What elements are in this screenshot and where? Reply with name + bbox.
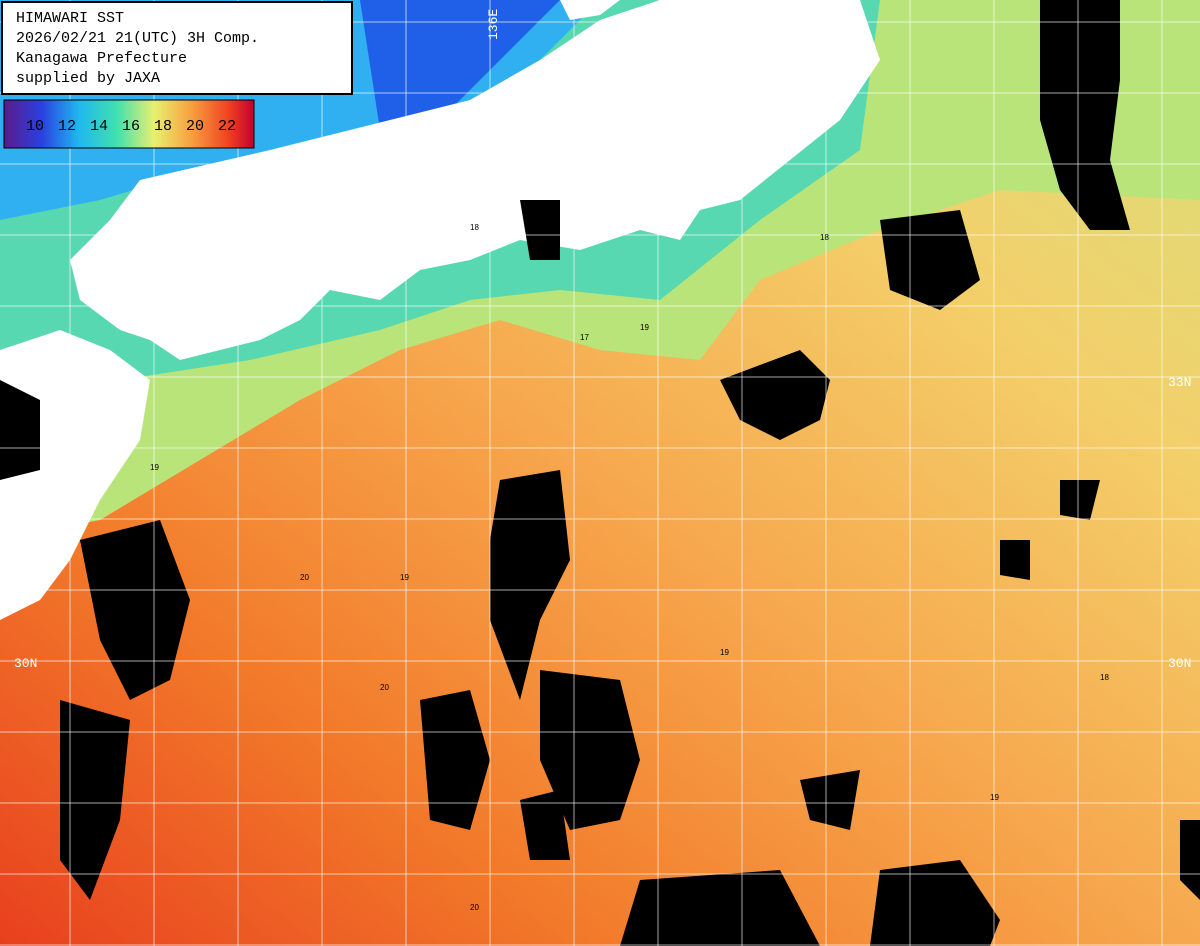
land	[560, 0, 620, 20]
contour-label: 20	[380, 683, 389, 692]
colorbar-label: 20	[186, 118, 204, 135]
colorbar-label: 22	[218, 118, 236, 135]
cloud	[0, 380, 40, 480]
colorbar-label: 10	[26, 118, 44, 135]
contour-label: 19	[400, 573, 409, 582]
contour-label: 19	[990, 793, 999, 802]
cloud	[1060, 480, 1100, 520]
colorbar	[3, 99, 255, 149]
contour-label: 19	[150, 463, 159, 472]
cloud	[490, 470, 570, 700]
colorbar-label: 12	[58, 118, 76, 135]
cloud	[720, 350, 830, 440]
cloud	[520, 200, 560, 260]
info-line: Kanagawa Prefecture	[16, 50, 187, 67]
cloud	[800, 770, 860, 830]
coldest-water	[360, 0, 560, 130]
cloud	[1040, 0, 1130, 230]
cloud	[80, 520, 190, 700]
contour-label: 19	[640, 323, 649, 332]
info-line: supplied by JAXA	[16, 70, 160, 87]
info-box	[1, 1, 353, 95]
contour-label: 18	[820, 233, 829, 242]
grid-label: 30N	[14, 656, 37, 671]
colorbar-label: 16	[122, 118, 140, 135]
contour-label: 18	[470, 223, 479, 232]
contour-label: 18	[1100, 673, 1109, 682]
grid-label: 30N	[1168, 656, 1191, 671]
cloud	[420, 690, 490, 830]
grid-label: 136E	[486, 9, 501, 40]
land	[70, 0, 880, 360]
grid-label: 33N	[14, 375, 37, 390]
contour-label: 17	[580, 333, 589, 342]
cloud	[540, 670, 640, 830]
contour-label: 19	[720, 648, 729, 657]
cloud	[1000, 540, 1030, 580]
colorbar-label: 18	[154, 118, 172, 135]
contour-labels: 19 18 17 19 20 19 18 19 20 18 19 20	[150, 223, 1109, 912]
grid-label: 33N	[1168, 375, 1191, 390]
cloud	[1180, 820, 1200, 900]
colorbar-label: 14	[90, 118, 108, 135]
cloud	[870, 860, 1000, 946]
info-line: HIMAWARI SST	[16, 10, 124, 27]
cloud	[520, 790, 570, 860]
cloud	[620, 870, 820, 946]
info-line: 2026/02/21 21(UTC) 3H Comp.	[16, 30, 259, 47]
cloud	[60, 700, 130, 900]
contour-label: 20	[470, 903, 479, 912]
colorbar-labels: 10 12 14 16 18 20 22	[26, 118, 236, 135]
contour-label: 20	[300, 573, 309, 582]
